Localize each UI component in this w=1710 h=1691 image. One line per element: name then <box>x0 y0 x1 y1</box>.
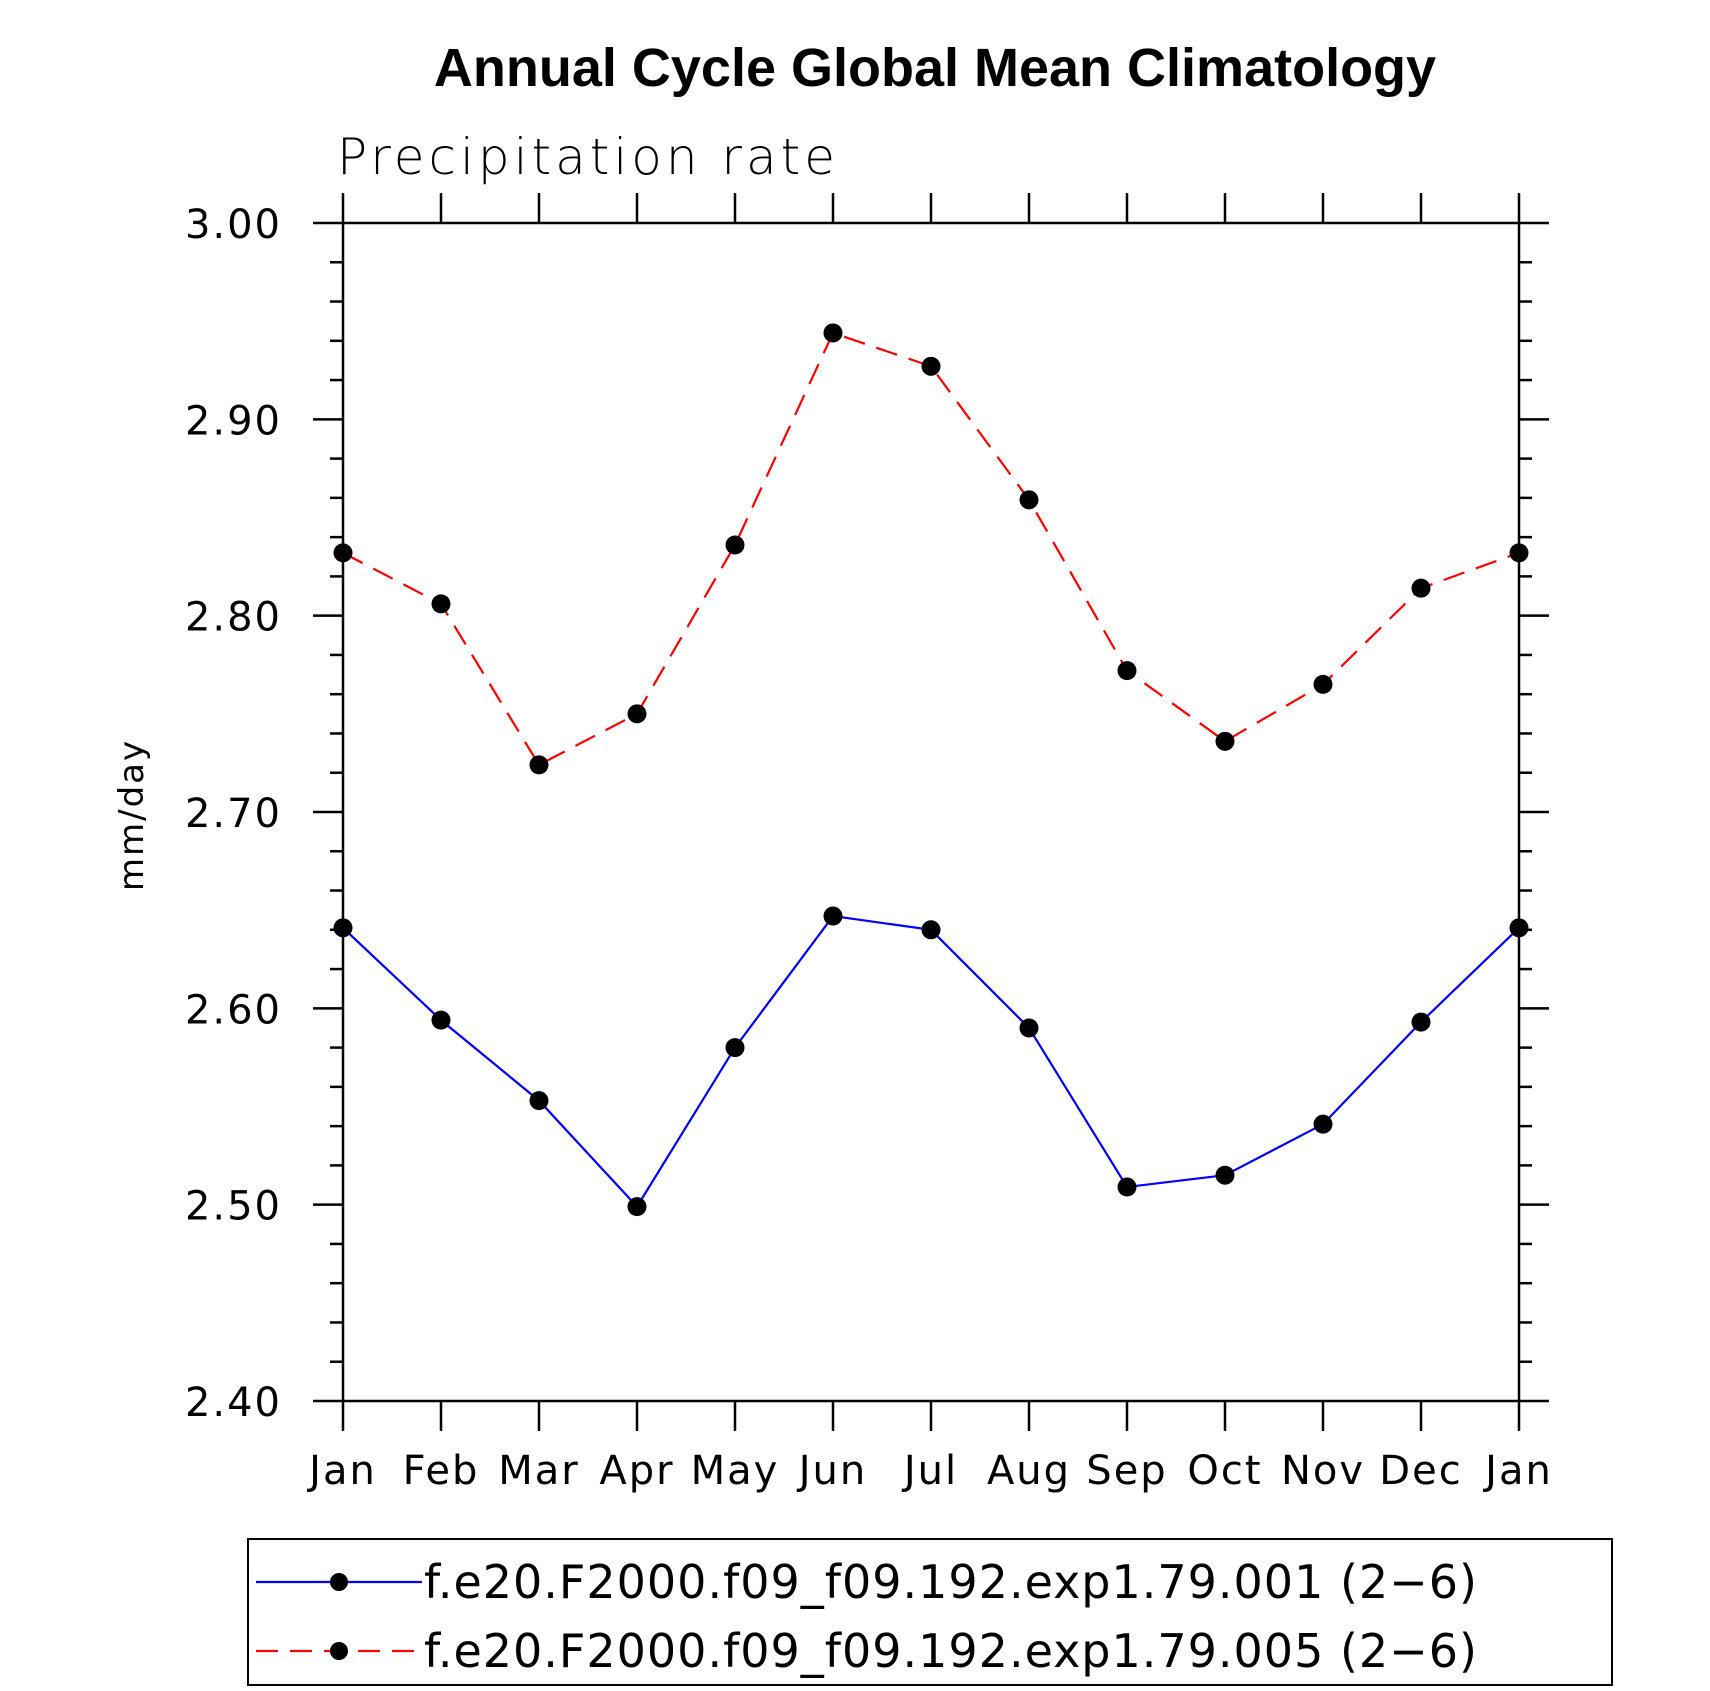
x-tick-label: Dec <box>1379 1448 1462 1494</box>
legend-label-series-1: f.e20.F2000.f09_f09.192.exp1.79.001 (2−6… <box>424 1555 1478 1609</box>
data-point-series-2 <box>1509 543 1529 563</box>
data-point-series-1 <box>529 1091 549 1111</box>
chart-title: Annual Cycle Global Mean Climatology <box>434 38 1436 98</box>
plot-frame <box>341 221 1521 1403</box>
data-point-series-1 <box>921 920 941 940</box>
data-point-series-2 <box>1215 731 1235 751</box>
legend-marker-series-2 <box>330 1642 348 1660</box>
y-tick-label: 2.70 <box>185 791 282 837</box>
legend-marker-series-1 <box>330 1573 348 1591</box>
data-point-series-2 <box>1411 578 1431 598</box>
x-tick-label: Jan <box>1482 1448 1553 1494</box>
data-point-series-2 <box>1313 674 1333 694</box>
data-point-series-2 <box>823 323 843 343</box>
data-point-series-1 <box>431 1010 451 1030</box>
data-point-series-1 <box>627 1197 647 1217</box>
series-layer <box>333 323 1529 1217</box>
x-tick-label: Mar <box>498 1448 579 1494</box>
data-point-series-1 <box>1019 1018 1039 1038</box>
data-point-series-1 <box>823 906 843 926</box>
x-ticks: Jan Feb Mar Apr May Jun Jul Aug Sep Oct Nov Dec Jan <box>306 193 1553 1494</box>
x-tick-label: Jun <box>796 1448 868 1494</box>
data-point-series-2 <box>333 543 353 563</box>
x-tick-label: Sep <box>1086 1448 1167 1494</box>
x-tick-label: Apr <box>599 1448 674 1494</box>
data-point-series-2 <box>725 535 745 555</box>
legend-label-series-2: f.e20.F2000.f09_f09.192.exp1.79.005 (2−6… <box>424 1624 1478 1678</box>
legend-box <box>247 1538 1613 1686</box>
y-tick-label: 2.50 <box>185 1184 282 1230</box>
data-point-series-1 <box>1117 1177 1137 1197</box>
x-tick-label: Feb <box>403 1448 480 1494</box>
data-point-series-2 <box>431 594 451 614</box>
y-tick-label: 3.00 <box>185 202 282 248</box>
y-tick-label: 2.90 <box>185 398 282 444</box>
x-tick-label: Jan <box>306 1448 377 1494</box>
chart-subtitle: Precipitation rate <box>337 128 839 186</box>
data-point-series-1 <box>333 918 353 938</box>
x-tick-label: Nov <box>1281 1448 1365 1494</box>
x-tick-label: Jul <box>901 1448 958 1494</box>
x-tick-label: May <box>691 1448 780 1494</box>
x-tick-label: Aug <box>987 1448 1071 1494</box>
series-line-2 <box>342 331 1520 767</box>
data-point-series-1 <box>1411 1012 1431 1032</box>
data-point-series-2 <box>921 356 941 376</box>
y-axis-label: mm/day <box>112 739 152 891</box>
data-point-series-1 <box>725 1038 745 1058</box>
legend: f.e20.F2000.f09_f09.192.exp1.79.001 (2−6… <box>247 1538 1613 1686</box>
x-tick-label: Oct <box>1187 1448 1262 1494</box>
data-point-series-1 <box>1215 1165 1235 1185</box>
y-ticks: 2.40 2.50 2.60 2.70 2.80 2.90 3.00 <box>185 202 1549 1426</box>
data-point-series-2 <box>627 704 647 724</box>
y-tick-label: 2.40 <box>185 1380 282 1426</box>
data-point-series-1 <box>1509 918 1529 938</box>
y-tick-label: 2.80 <box>185 595 282 641</box>
y-tick-label: 2.60 <box>185 987 282 1033</box>
data-point-series-2 <box>529 755 549 775</box>
data-point-series-2 <box>1117 661 1137 681</box>
data-point-series-2 <box>1019 490 1039 510</box>
data-point-series-1 <box>1313 1114 1333 1134</box>
series-line-1 <box>342 914 1520 1209</box>
